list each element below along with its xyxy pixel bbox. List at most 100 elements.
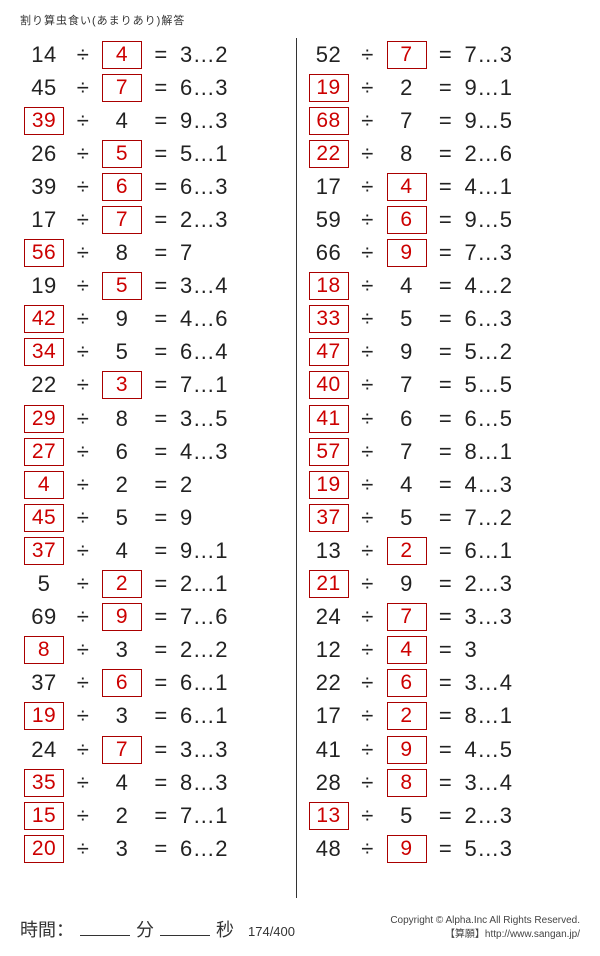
answer-box: 6 bbox=[102, 173, 142, 201]
divide-op: ÷ bbox=[353, 207, 383, 233]
problem-row: 17÷7=2…3 bbox=[20, 203, 296, 236]
dividend: 35 bbox=[20, 769, 68, 797]
sec-label: 秒 bbox=[216, 916, 234, 942]
answer-box: 39 bbox=[24, 107, 64, 135]
equals: = bbox=[146, 439, 176, 465]
problem-row: 59÷6=9…5 bbox=[305, 203, 581, 236]
left-column: 14÷4=3…245÷7=6…339÷4=9…326÷5=5…139÷6=6…3… bbox=[20, 38, 296, 898]
problem-row: 19÷5=3…4 bbox=[20, 270, 296, 303]
equals: = bbox=[431, 670, 461, 696]
dividend: 13 bbox=[305, 538, 353, 564]
answer-box: 9 bbox=[387, 239, 427, 267]
divide-op: ÷ bbox=[68, 472, 98, 498]
divide-op: ÷ bbox=[353, 836, 383, 862]
equals: = bbox=[146, 538, 176, 564]
divisor: 2 bbox=[98, 803, 146, 829]
equals: = bbox=[146, 141, 176, 167]
dividend: 24 bbox=[20, 737, 68, 763]
divide-op: ÷ bbox=[68, 703, 98, 729]
problem-row: 18÷4=4…2 bbox=[305, 270, 581, 303]
divide-op: ÷ bbox=[68, 505, 98, 531]
answer-box: 5 bbox=[102, 272, 142, 300]
result: 9…5 bbox=[461, 108, 581, 134]
problem-row: 5÷2=2…1 bbox=[20, 568, 296, 601]
answer-box: 41 bbox=[309, 405, 349, 433]
result: 4…1 bbox=[461, 174, 581, 200]
copyright-line1: Copyright © Alpha.Inc All Rights Reserve… bbox=[390, 914, 580, 928]
min-label: 分 bbox=[136, 916, 154, 942]
problem-row: 42÷9=4…6 bbox=[20, 303, 296, 336]
problem-row: 19÷4=4…3 bbox=[305, 468, 581, 501]
equals: = bbox=[431, 75, 461, 101]
divisor: 3 bbox=[98, 371, 146, 399]
dividend: 14 bbox=[20, 42, 68, 68]
divide-op: ÷ bbox=[68, 75, 98, 101]
dividend: 24 bbox=[305, 604, 353, 630]
divisor: 6 bbox=[98, 439, 146, 465]
result: 2…3 bbox=[461, 803, 581, 829]
divisor: 9 bbox=[383, 571, 431, 597]
result: 9…3 bbox=[176, 108, 296, 134]
divide-op: ÷ bbox=[353, 505, 383, 531]
dividend: 19 bbox=[20, 273, 68, 299]
divisor: 6 bbox=[383, 206, 431, 234]
problem-row: 35÷4=8…3 bbox=[20, 766, 296, 799]
divisor: 6 bbox=[383, 669, 431, 697]
result: 3…3 bbox=[461, 604, 581, 630]
result: 6…3 bbox=[176, 174, 296, 200]
seconds-blank[interactable] bbox=[160, 918, 210, 936]
equals: = bbox=[431, 141, 461, 167]
answer-box: 9 bbox=[387, 736, 427, 764]
result: 2…3 bbox=[176, 207, 296, 233]
result: 6…3 bbox=[176, 75, 296, 101]
divisor: 7 bbox=[383, 439, 431, 465]
divisor: 4 bbox=[98, 41, 146, 69]
dividend: 40 bbox=[305, 371, 353, 399]
answer-box: 9 bbox=[387, 835, 427, 863]
answer-box: 4 bbox=[387, 173, 427, 201]
divisor: 9 bbox=[383, 239, 431, 267]
divide-op: ÷ bbox=[353, 306, 383, 332]
divisor: 8 bbox=[383, 141, 431, 167]
divisor: 4 bbox=[98, 108, 146, 134]
problem-row: 41÷9=4…5 bbox=[305, 733, 581, 766]
divisor: 2 bbox=[383, 702, 431, 730]
answer-box: 6 bbox=[387, 206, 427, 234]
problem-row: 17÷4=4…1 bbox=[305, 170, 581, 203]
equals: = bbox=[146, 703, 176, 729]
answer-box: 35 bbox=[24, 769, 64, 797]
answer-box: 2 bbox=[387, 537, 427, 565]
answer-box: 7 bbox=[102, 74, 142, 102]
problem-row: 69÷9=7…6 bbox=[20, 601, 296, 634]
dividend: 41 bbox=[305, 405, 353, 433]
dividend: 27 bbox=[20, 438, 68, 466]
result: 4…6 bbox=[176, 306, 296, 332]
problem-row: 4÷2=2 bbox=[20, 468, 296, 501]
divide-op: ÷ bbox=[353, 240, 383, 266]
result: 7…3 bbox=[461, 42, 581, 68]
problem-row: 27÷6=4…3 bbox=[20, 435, 296, 468]
dividend: 39 bbox=[20, 107, 68, 135]
answer-box: 34 bbox=[24, 338, 64, 366]
time-label: 時間： bbox=[20, 916, 74, 942]
minutes-blank[interactable] bbox=[80, 918, 130, 936]
divide-op: ÷ bbox=[353, 737, 383, 763]
divisor: 5 bbox=[383, 803, 431, 829]
equals: = bbox=[431, 174, 461, 200]
problem-row: 33÷5=6…3 bbox=[305, 303, 581, 336]
divide-op: ÷ bbox=[353, 803, 383, 829]
answer-box: 40 bbox=[309, 371, 349, 399]
answer-box: 3 bbox=[102, 371, 142, 399]
result: 3…5 bbox=[176, 406, 296, 432]
divisor: 5 bbox=[98, 505, 146, 531]
result: 3…2 bbox=[176, 42, 296, 68]
dividend: 42 bbox=[20, 305, 68, 333]
result: 6…5 bbox=[461, 406, 581, 432]
equals: = bbox=[431, 836, 461, 862]
divide-op: ÷ bbox=[68, 273, 98, 299]
divide-op: ÷ bbox=[353, 75, 383, 101]
divisor: 9 bbox=[98, 603, 146, 631]
copyright-line2: 【算願】http://www.sangan.jp/ bbox=[390, 928, 580, 942]
equals: = bbox=[146, 770, 176, 796]
equals: = bbox=[146, 571, 176, 597]
